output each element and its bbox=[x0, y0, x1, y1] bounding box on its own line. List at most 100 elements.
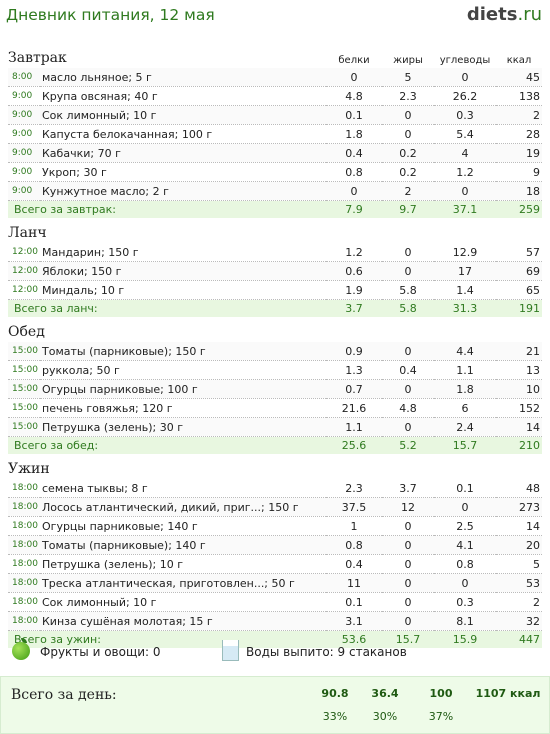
food-row[interactable]: 15:00 Петрушка (зелень); 30 г 1.1 0 2.4 14 bbox=[8, 417, 543, 437]
food-protein: 1.2 bbox=[326, 243, 383, 262]
food-row[interactable]: 18:00 Лосось атлантический, дикий, приг..… bbox=[8, 497, 543, 517]
food-time: 9:00 bbox=[8, 124, 40, 144]
food-row[interactable]: 9:00 Капуста белокачанная; 100 г 1.8 0 5.4 28 bbox=[8, 124, 543, 144]
meal-header: Обед bbox=[8, 318, 542, 343]
food-protein: 1.8 bbox=[326, 124, 383, 144]
food-row[interactable]: 9:00 Укроп; 30 г 0.8 0.2 1.2 9 bbox=[8, 162, 543, 182]
food-name: Треска атлантическая, приготовлен...; 50… bbox=[40, 573, 327, 593]
food-row[interactable]: 18:00 Кинза сушёная молотая; 15 г 3.1 0 8.1 3… bbox=[8, 611, 543, 631]
total-carbs: 15.7 bbox=[434, 436, 497, 455]
food-protein: 2.3 bbox=[326, 479, 383, 498]
food-row[interactable]: 8:00 масло льняное; 5 г 0 5 0 45 bbox=[8, 68, 543, 87]
food-kcal: 19 bbox=[496, 143, 543, 163]
food-fat: 0 bbox=[382, 535, 435, 555]
food-carbs: 1.4 bbox=[434, 280, 497, 300]
header-spacer bbox=[326, 318, 382, 343]
food-kcal: 9 bbox=[496, 162, 543, 182]
food-row[interactable]: 18:00 Петрушка (зелень); 10 г 0.4 0 0.8 5 bbox=[8, 554, 543, 574]
food-fat: 0.2 bbox=[382, 143, 435, 163]
food-row[interactable]: 9:00 Кунжутное масло; 2 г 0 2 0 18 bbox=[8, 181, 543, 201]
food-name: Миндаль; 10 г bbox=[40, 280, 327, 300]
food-row[interactable]: 18:00 Огурцы парниковые; 140 г 1 0 2.5 14 bbox=[8, 516, 543, 536]
food-carbs: 4.4 bbox=[434, 342, 497, 361]
food-name: семена тыквы; 8 г bbox=[40, 479, 327, 498]
food-row[interactable]: 9:00 Кабачки; 70 г 0.4 0.2 4 19 bbox=[8, 143, 543, 163]
food-kcal: 2 bbox=[496, 105, 543, 125]
food-kcal: 48 bbox=[496, 479, 543, 498]
food-kcal: 18 bbox=[496, 181, 543, 201]
water-glass-icon bbox=[222, 640, 239, 661]
meal-header: Ужин bbox=[8, 455, 542, 480]
food-row[interactable]: 15:00 Томаты (парниковые); 150 г 0.9 0 4.4 21 bbox=[8, 342, 543, 361]
food-time: 15:00 bbox=[8, 360, 40, 380]
food-fat: 0 bbox=[382, 417, 435, 437]
day-carbs: 100 bbox=[429, 687, 453, 700]
food-protein: 0.4 bbox=[326, 554, 383, 574]
meal-name: Ланч bbox=[8, 225, 47, 241]
food-name: Огурцы парниковые; 100 г bbox=[40, 379, 327, 399]
food-kcal: 20 bbox=[496, 535, 543, 555]
food-protein: 37.5 bbox=[326, 497, 383, 517]
food-name: руккола; 50 г bbox=[40, 360, 327, 380]
food-row[interactable]: 18:00 семена тыквы; 8 г 2.3 3.7 0.1 48 bbox=[8, 479, 543, 498]
food-carbs: 5.4 bbox=[434, 124, 497, 144]
header-spacer bbox=[496, 455, 542, 480]
food-carbs: 0 bbox=[434, 573, 497, 593]
food-row[interactable]: 18:00 Томаты (парниковые); 140 г 0.8 0 4.1 20 bbox=[8, 535, 543, 555]
food-kcal: 273 bbox=[496, 497, 543, 517]
food-name: Мандарин; 150 г bbox=[40, 243, 327, 262]
food-kcal: 152 bbox=[496, 398, 543, 418]
food-time: 18:00 bbox=[8, 535, 40, 555]
food-row[interactable]: 15:00 печень говяжья; 120 г 21.6 4.8 6 152 bbox=[8, 398, 543, 418]
total-carbs: 31.3 bbox=[434, 299, 497, 318]
food-name: Петрушка (зелень); 30 г bbox=[40, 417, 327, 437]
meal-total-row: Всего за обед: 25.6 5.2 15.7 210 bbox=[8, 436, 543, 455]
food-row[interactable]: 15:00 Огурцы парниковые; 100 г 0.7 0 1.8 10 bbox=[8, 379, 543, 399]
header-spacer bbox=[434, 455, 496, 480]
food-row[interactable]: 12:00 Мандарин; 150 г 1.2 0 12.9 57 bbox=[8, 243, 543, 262]
column-header-fat: жиры bbox=[393, 55, 423, 66]
food-kcal: 28 bbox=[496, 124, 543, 144]
food-kcal: 21 bbox=[496, 342, 543, 361]
food-time: 15:00 bbox=[8, 398, 40, 418]
logo-main: diets bbox=[466, 4, 518, 25]
food-protein: 1 bbox=[326, 516, 383, 536]
total-fat: 15.7 bbox=[382, 630, 435, 649]
apple-leaf-icon bbox=[21, 638, 27, 643]
food-row[interactable]: 18:00 Сок лимонный; 10 г 0.1 0 0.3 2 bbox=[8, 592, 543, 612]
food-row[interactable]: 12:00 Миндаль; 10 г 1.9 5.8 1.4 65 bbox=[8, 280, 543, 300]
food-protein: 21.6 bbox=[326, 398, 383, 418]
total-fat: 5.2 bbox=[382, 436, 435, 455]
food-protein: 0.4 bbox=[326, 143, 383, 163]
food-row[interactable]: 15:00 руккола; 50 г 1.3 0.4 1.1 13 bbox=[8, 360, 543, 380]
food-carbs: 0 bbox=[434, 497, 497, 517]
apple-icon bbox=[12, 642, 30, 660]
food-protein: 3.1 bbox=[326, 611, 383, 631]
food-fat: 3.7 bbox=[382, 479, 435, 498]
day-kcal: 1107 ккал bbox=[475, 687, 541, 700]
food-protein: 0 bbox=[326, 68, 383, 87]
site-logo[interactable]: diets.ru bbox=[467, 4, 542, 25]
food-row[interactable]: 9:00 Сок лимонный; 10 г 0.1 0 0.3 2 bbox=[8, 105, 543, 125]
day-fat: 36.4 bbox=[371, 687, 399, 700]
meal-total-row: Всего за ужин: 53.6 15.7 15.9 447 bbox=[8, 630, 543, 649]
food-row[interactable]: 9:00 Крупа овсяная; 40 г 4.8 2.3 26.2 138 bbox=[8, 86, 543, 106]
header-spacer bbox=[496, 318, 542, 343]
food-time: 9:00 bbox=[8, 143, 40, 163]
food-row[interactable]: 12:00 Яблоки; 150 г 0.6 0 17 69 bbox=[8, 261, 543, 281]
total-protein: 3.7 bbox=[326, 299, 383, 318]
meal-name: Завтрак bbox=[8, 50, 67, 66]
food-carbs: 4 bbox=[434, 143, 497, 163]
food-carbs: 2.4 bbox=[434, 417, 497, 437]
header-spacer bbox=[326, 219, 382, 244]
food-time: 15:00 bbox=[8, 342, 40, 361]
food-name: печень говяжья; 120 г bbox=[40, 398, 327, 418]
meal-total-label: Всего за ужин: bbox=[8, 630, 327, 649]
food-row[interactable]: 18:00 Треска атлантическая, приготовлен..… bbox=[8, 573, 543, 593]
total-kcal: 191 bbox=[496, 299, 543, 318]
food-name: Лосось атлантический, дикий, приг...; 15… bbox=[40, 497, 327, 517]
food-protein: 0.1 bbox=[326, 592, 383, 612]
food-fat: 0.2 bbox=[382, 162, 435, 182]
header-spacer bbox=[496, 219, 542, 244]
header-spacer bbox=[434, 219, 496, 244]
